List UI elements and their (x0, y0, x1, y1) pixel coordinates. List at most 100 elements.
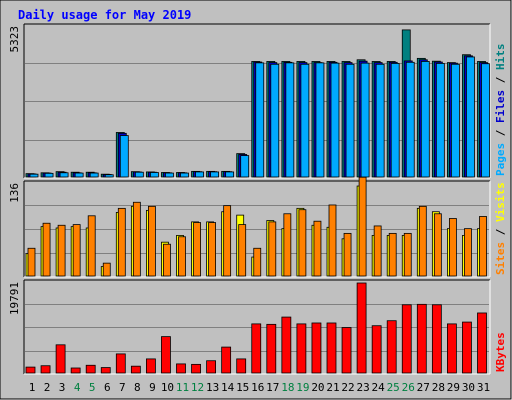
kbytes-bar-kbytes-day-22 (341, 327, 352, 374)
visits-sites-bar-sites-day-9 (147, 205, 156, 277)
pages-files-hits-bar-pages-day-20 (315, 62, 325, 178)
pages-files-hits-bar-pages-day-10 (165, 172, 174, 178)
pages-files-hits-bar-pages-day-18 (285, 62, 295, 178)
x-tick-label-5: 5 (89, 381, 96, 394)
x-tick-label-2: 2 (44, 381, 51, 394)
kbytes-bar-kbytes-day-3 (55, 344, 66, 374)
visits-sites-bar-sites-day-2 (42, 222, 51, 277)
kbytes-bar-kbytes-day-13 (206, 360, 217, 374)
visits-sites-bar-sites-day-1 (27, 247, 36, 277)
x-tick-label-14: 14 (221, 381, 235, 394)
visits-sites-bar-sites-day-13 (208, 222, 217, 277)
visits-sites-bar-sites-day-15 (238, 224, 247, 277)
x-tick-label-31: 31 (477, 381, 490, 394)
x-tick-label-10: 10 (161, 381, 174, 394)
pages-files-hits-bar-pages-day-25 (390, 63, 400, 178)
visits-sites-bar-sites-day-19 (298, 209, 307, 277)
kbytes-bar-kbytes-day-18 (281, 316, 292, 374)
kbytes-bar-kbytes-day-27 (416, 303, 427, 374)
x-tick-label-13: 13 (206, 381, 219, 394)
x-tick-label-12: 12 (191, 381, 204, 394)
kbytes-bar-kbytes-day-11 (176, 363, 186, 374)
x-tick-label-16: 16 (251, 381, 264, 394)
visits-sites-bar-sites-day-24 (373, 225, 382, 277)
kbytes-bar-kbytes-day-17 (266, 323, 277, 374)
x-tick-label-6: 6 (104, 381, 111, 394)
kbytes-bar-kbytes-day-15 (236, 358, 247, 374)
visits-sites-bar-sites-day-29 (448, 218, 457, 277)
visits-sites-bar-sites-day-10 (163, 243, 171, 277)
kbytes-bar-kbytes-day-26 (401, 304, 412, 374)
x-tick-label-18: 18 (281, 381, 294, 394)
x-tick-label-28: 28 (432, 381, 445, 394)
pages-files-hits-bar-pages-day-21 (330, 62, 340, 178)
kbytes-ymax-label: 19791 (8, 282, 21, 315)
x-tick-label-11: 11 (176, 381, 189, 394)
pages-files-hits-bar-pages-day-22 (345, 63, 355, 178)
visits-sites-bar-sites-day-31 (479, 216, 487, 277)
kbytes-bar-kbytes-day-25 (386, 320, 397, 374)
pages-files-hits-bar-pages-day-15 (240, 155, 250, 178)
pages-files-hits-bar-pages-day-14 (225, 171, 235, 178)
kbytes-bar-kbytes-day-24 (371, 325, 382, 374)
pages-files-hits-legend-pages: Pages (494, 143, 507, 176)
x-tick-label-30: 30 (462, 381, 475, 394)
chart-title: Daily usage for May 2019 (18, 8, 191, 22)
visits-sites-bar-sites-day-16 (253, 247, 262, 277)
x-tick-label-26: 26 (402, 381, 415, 394)
x-tick-label-19: 19 (296, 381, 309, 394)
kbytes-bar-kbytes-day-14 (221, 346, 232, 374)
kbytes-bar-kbytes-day-6 (100, 367, 111, 374)
pages-files-hits-bar-pages-day-17 (270, 63, 280, 178)
visits-sites-bar-sites-day-12 (193, 222, 201, 277)
kbytes-bar-kbytes-day-7 (115, 353, 126, 374)
kbytes-bar-kbytes-day-28 (431, 304, 442, 374)
kbytes-bar-kbytes-day-23 (356, 282, 367, 374)
kbytes-panel: 19791 KBytes (8, 279, 507, 375)
x-tick-label-22: 22 (341, 381, 354, 394)
x-tick-label-9: 9 (149, 381, 156, 394)
kbytes-bar-kbytes-day-5 (85, 364, 96, 374)
visits-sites-legend-sites: Sites (494, 242, 507, 275)
pages-files-hits-bar-pages-day-11 (180, 172, 189, 178)
pages-files-hits-legend-hits: Hits (494, 44, 507, 71)
visits-sites-bar-sites-day-18 (283, 213, 292, 277)
pages-files-hits-bar-pages-day-30 (466, 56, 475, 178)
kbytes-bar-kbytes-day-12 (191, 363, 201, 374)
visits-sites-bar-sites-day-17 (268, 221, 277, 277)
kbytes-bar-kbytes-day-2 (40, 365, 51, 374)
pages-files-hits-legend-files: Files (494, 90, 507, 123)
visits-sites-bar-sites-day-20 (313, 220, 322, 277)
kbytes-bar-kbytes-day-29 (446, 323, 457, 374)
x-tick-label-8: 8 (134, 381, 141, 394)
pages-files-hits-bar-pages-day-9 (149, 172, 159, 178)
visits-sites-bar-sites-day-21 (328, 204, 337, 277)
pages-files-hits-bar-pages-day-6 (104, 174, 114, 178)
visits-sites-bar-sites-day-23 (358, 176, 367, 277)
pages-files-hits-bar-pages-day-29 (450, 63, 460, 178)
visits-sites-bar-sites-day-8 (132, 201, 141, 277)
kbytes-bar-kbytes-day-30 (462, 321, 472, 374)
visits-sites-bar-sites-day-22 (343, 232, 352, 277)
x-tick-label-3: 3 (59, 381, 66, 394)
x-tick-label-4: 4 (74, 381, 81, 394)
kbytes-axis-legend: KBytes (494, 332, 507, 372)
pages-files-hits-bar-pages-day-31 (481, 63, 490, 178)
visits-sites-legend-visits: Visits (494, 182, 507, 222)
kbytes-bar-kbytes-day-9 (145, 358, 156, 374)
pages-files-hits-bar-pages-day-5 (89, 172, 99, 178)
pages-files-hits-bar-pages-day-8 (134, 171, 144, 178)
pages-files-hits-bar-pages-day-2 (44, 172, 54, 178)
x-tick-label-1: 1 (29, 381, 36, 394)
x-tick-label-20: 20 (311, 381, 324, 394)
pages-files-hits-bar-pages-day-13 (210, 171, 220, 178)
pages-files-hits-bar-pages-day-24 (375, 63, 385, 178)
pages-files-hits-ymax-label: 5323 (8, 26, 21, 53)
visits-sites-axis-legend: Sites / Visits (494, 182, 507, 275)
x-tick-label-7: 7 (119, 381, 126, 394)
kbytes-bar-kbytes-day-21 (326, 322, 337, 374)
pages-files-hits-bar-pages-day-1 (29, 173, 39, 178)
kbytes-bar-kbytes-day-4 (70, 367, 81, 374)
visits-sites-bar-sites-day-30 (464, 228, 472, 277)
